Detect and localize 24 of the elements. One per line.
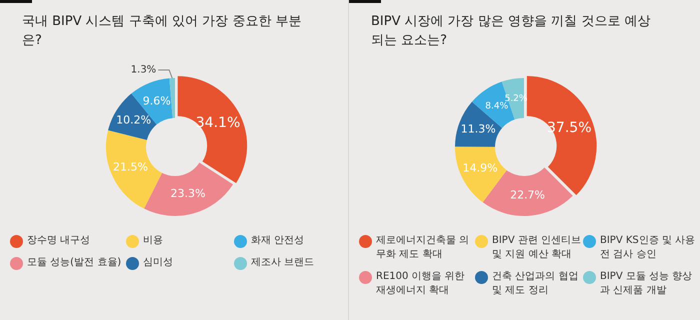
data-label: 11.3% — [460, 122, 496, 136]
legend-label: 장수명 내구성 — [27, 234, 90, 248]
legend-label: 심미성 — [143, 256, 173, 270]
legend-label: 비용 — [143, 234, 163, 248]
data-label: 21.5% — [113, 160, 148, 174]
legend-label: 제조사 브랜드 — [251, 256, 314, 270]
data-label: 14.9% — [462, 162, 498, 175]
legend-label: BIPV 모듈 성능 향상과 신제품 개발 — [600, 270, 694, 298]
data-label: 9.6% — [142, 94, 171, 108]
data-label: 34.1% — [196, 115, 240, 132]
chart-title: 국내 BIPV 시스템 구축에 있어 가장 중요한 부분은? — [22, 13, 302, 50]
legend-label: 화재 안전성 — [251, 234, 304, 248]
legend-label: BIPV KS인증 및 사용전 검사 승인 — [600, 234, 696, 262]
data-label: 22.7% — [510, 188, 546, 202]
data-label: 23.3% — [170, 187, 206, 200]
data-label: 8.4% — [485, 102, 509, 112]
legend-label: 건축 산업과의 협업 및 제도 정리 — [492, 270, 580, 298]
legend-label: 제로에너지건축물 의무화 제도 확대 — [376, 234, 470, 262]
data-label: 10.2% — [116, 114, 152, 127]
legend-label: 모듈 성능(발전 효율) — [27, 256, 122, 270]
legend-label: RE100 이행을 위한 재생에너지 확대 — [376, 270, 466, 298]
legend-label: BIPV 관련 인센티브 및 지원 예산 확대 — [492, 234, 582, 262]
chart-title: BIPV 시장에 가장 많은 영향을 끼칠 것으로 예상되는 요소는? — [371, 13, 651, 50]
data-label: 1.3% — [130, 64, 156, 76]
